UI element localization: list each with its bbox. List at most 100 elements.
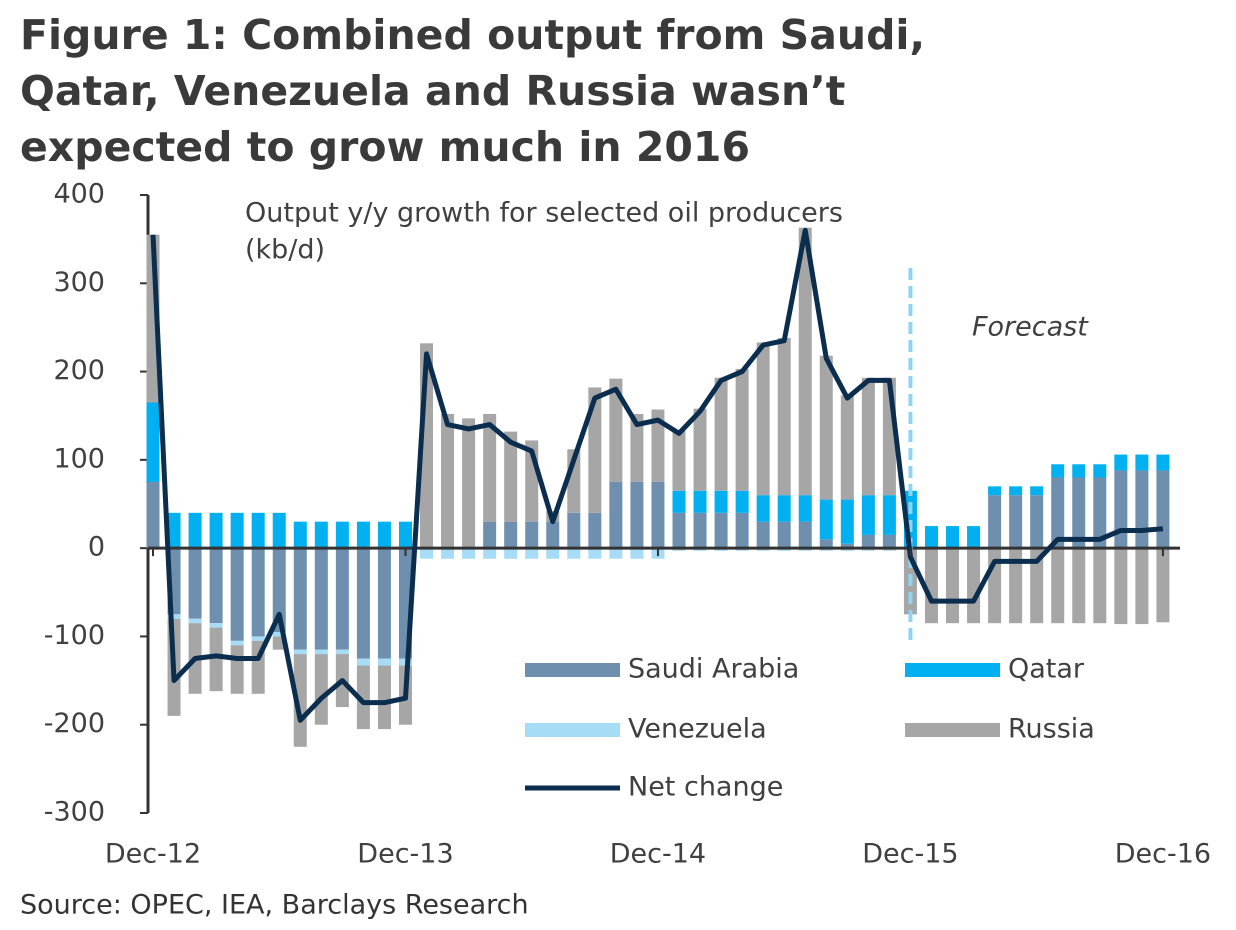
chart-title: expected to grow much in 2016	[20, 123, 750, 171]
bar-segment	[588, 548, 602, 559]
legend-label: Net change	[628, 772, 783, 803]
bar-segment	[693, 408, 707, 491]
bar-segment	[861, 495, 875, 535]
bar-segment	[230, 548, 244, 641]
bar-segment	[651, 409, 665, 482]
bar-segment	[314, 521, 328, 549]
bar-segment	[1051, 464, 1065, 478]
chart-title: Figure 1: Combined output from Saudi,	[20, 11, 925, 59]
source: Source: OPEC, IEA, Barclays Research	[20, 890, 529, 921]
bar-segment	[462, 418, 476, 549]
bar-segment	[777, 495, 791, 522]
bar-segment	[609, 378, 623, 482]
bar-segment	[924, 548, 938, 624]
bar-segment	[546, 548, 560, 559]
annotation: Forecast	[972, 312, 1089, 343]
bar-segment	[377, 665, 391, 730]
bar-segment	[167, 512, 181, 549]
bar-segment	[630, 548, 644, 559]
bar-segment	[735, 490, 749, 513]
bar-segment	[188, 548, 202, 619]
bar-segment	[335, 649, 349, 655]
x-tick-label: Dec-14	[610, 839, 706, 870]
bar-segment	[525, 548, 539, 559]
bar-segment	[314, 649, 328, 655]
bar-segment	[504, 431, 518, 522]
legend-swatch	[525, 663, 620, 677]
bar-segment	[1030, 495, 1044, 549]
bar-segment	[1114, 548, 1128, 625]
bar-segment	[251, 512, 265, 549]
bar-segment	[546, 521, 560, 549]
bar-segment	[1009, 548, 1023, 624]
bar-segment	[819, 499, 833, 540]
bar-segment	[230, 640, 244, 646]
bar-segment	[356, 658, 370, 666]
bar-segment	[1156, 548, 1170, 623]
net-change-line	[150, 227, 1164, 723]
y-tick-label: 0	[88, 532, 105, 563]
bar-segment	[377, 658, 391, 666]
bar-segment	[651, 481, 665, 549]
bar-segment	[714, 512, 728, 549]
bar-segment	[209, 623, 223, 628]
bar-segment	[483, 521, 497, 549]
subtitle: Output y/y growth for selected oil produ…	[245, 198, 843, 229]
x-tick-label: Dec-12	[105, 839, 201, 870]
bar-segment	[420, 548, 434, 559]
legend-label: Venezuela	[628, 714, 767, 745]
bar-segment	[1156, 454, 1170, 471]
bar-segment	[377, 548, 391, 659]
bar-segment	[188, 512, 202, 549]
bar-segment	[861, 534, 875, 549]
y-tick-label: 200	[53, 355, 105, 386]
bar-segment	[1072, 548, 1086, 624]
bar-segment	[441, 548, 455, 559]
bar-segment	[209, 627, 223, 692]
bar-segment	[693, 490, 707, 513]
bar-segment	[1135, 454, 1149, 471]
bar-segment	[756, 342, 770, 496]
bar-segment	[588, 387, 602, 513]
bar-segment	[272, 548, 286, 633]
bar-segment	[356, 665, 370, 730]
bar-segment	[735, 368, 749, 491]
bar-segment	[840, 499, 854, 544]
bar-segment	[777, 521, 791, 549]
bar-segment	[735, 512, 749, 549]
bar-segment	[251, 636, 265, 641]
bar-segment	[1135, 470, 1149, 549]
y-tick-label: -200	[44, 708, 105, 739]
bar-segment	[314, 654, 328, 725]
x-tick-label: Dec-13	[357, 839, 453, 870]
y-tick-label: 300	[53, 267, 105, 298]
bar-segment	[356, 521, 370, 549]
bar-segment	[314, 548, 328, 650]
bar-segment	[356, 548, 370, 659]
bar-segment	[1093, 464, 1107, 478]
bar-segment	[293, 649, 307, 655]
bar-segment	[398, 521, 412, 549]
bar-segment	[567, 512, 581, 549]
bar-segment	[462, 548, 476, 559]
bar-segment	[1030, 486, 1044, 496]
bar-segment	[1051, 477, 1065, 549]
bar-segment	[609, 481, 623, 549]
bar-segment	[1114, 454, 1128, 471]
bar-segment	[146, 402, 160, 482]
bar-segment	[672, 490, 686, 513]
bar-segment	[882, 495, 896, 535]
bar-segment	[377, 521, 391, 549]
bar-segment	[988, 495, 1002, 549]
bar-segment	[630, 413, 644, 482]
legend-swatch	[905, 663, 1000, 677]
bar-segment	[798, 495, 812, 522]
bar-segment	[1072, 477, 1086, 549]
y-tick-label: 100	[53, 443, 105, 474]
bar-segment	[293, 548, 307, 650]
bar-segment	[1009, 495, 1023, 549]
bar-segment	[967, 548, 981, 624]
bar-segment	[777, 338, 791, 496]
bar-segment	[483, 413, 497, 522]
